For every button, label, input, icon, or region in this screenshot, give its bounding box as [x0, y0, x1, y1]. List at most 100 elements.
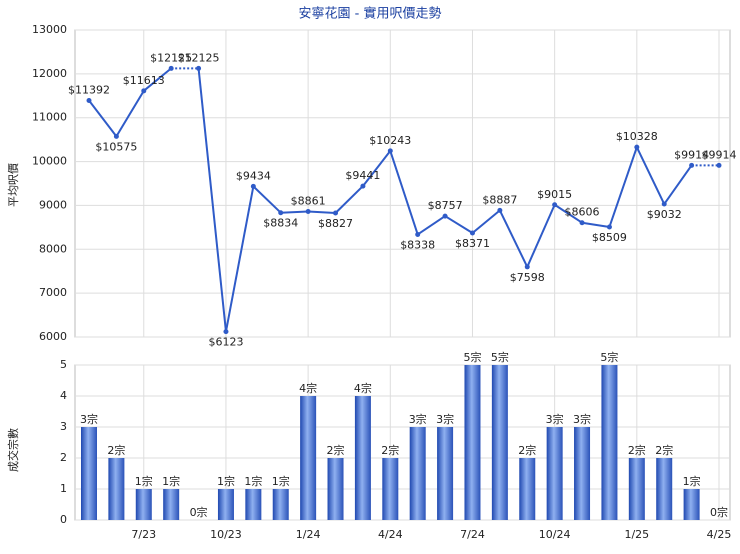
data-label: 1宗 — [162, 474, 180, 488]
x-tick-label: 10/24 — [539, 528, 571, 541]
data-label: $10575 — [95, 140, 137, 153]
y-tick-label: 6000 — [39, 330, 67, 343]
data-label: 4宗 — [354, 381, 372, 395]
x-tick-label: 10/23 — [210, 528, 242, 541]
line-segment — [197, 68, 227, 332]
x-tick-label: 1/25 — [624, 528, 649, 541]
data-label: 3宗 — [409, 412, 427, 426]
data-label: $9914 — [674, 148, 709, 161]
bar — [437, 427, 454, 520]
data-label: 1宗 — [217, 474, 235, 488]
bar — [382, 458, 399, 520]
data-label: 3宗 — [436, 412, 454, 426]
bar — [81, 427, 97, 520]
point — [333, 210, 339, 216]
point — [579, 220, 585, 226]
data-label: 2宗 — [655, 443, 673, 457]
data-label: 4宗 — [299, 381, 317, 395]
data-label: $8371 — [455, 237, 490, 250]
point — [634, 144, 640, 150]
line-segment — [334, 185, 364, 214]
data-label: $8861 — [291, 195, 326, 208]
point — [661, 201, 667, 207]
point — [469, 230, 475, 236]
data-label: $8887 — [482, 193, 517, 206]
bar — [135, 489, 152, 520]
data-label: $6123 — [208, 336, 243, 349]
line-segment — [252, 185, 282, 214]
data-label: 1宗 — [244, 474, 262, 488]
data-label: 1宗 — [135, 474, 153, 488]
data-label: 2宗 — [628, 443, 646, 457]
data-label: 2宗 — [381, 443, 399, 457]
data-label: 0宗 — [710, 505, 728, 519]
data-label: $9015 — [537, 188, 572, 201]
bar — [272, 489, 289, 520]
line-segment — [608, 146, 638, 228]
line-segment — [362, 150, 392, 187]
data-label: 1宗 — [683, 474, 701, 488]
bar — [491, 365, 508, 520]
data-label: $11613 — [123, 74, 165, 87]
point — [86, 98, 92, 104]
line-segment — [389, 150, 419, 235]
point — [387, 148, 393, 154]
bar — [300, 396, 317, 520]
line-segment — [115, 90, 145, 137]
y-tick-label: 13000 — [32, 23, 67, 36]
point — [552, 202, 558, 208]
data-label: $12125 — [178, 51, 220, 64]
y-tick-label: 9000 — [39, 198, 67, 211]
line-segment — [471, 209, 501, 234]
line-segment — [526, 204, 556, 268]
point — [168, 65, 174, 71]
data-label: 5宗 — [491, 350, 509, 364]
data-label: $10243 — [369, 134, 411, 147]
line-segment — [417, 215, 446, 236]
data-label: $8606 — [565, 206, 600, 219]
bar — [163, 489, 180, 520]
line-segment — [581, 221, 610, 228]
bar — [464, 365, 481, 520]
line-segment — [498, 209, 529, 268]
bar — [327, 458, 344, 520]
point — [141, 88, 147, 94]
data-label: $9441 — [345, 169, 380, 182]
data-label: 1宗 — [272, 474, 290, 488]
bar — [108, 458, 125, 520]
point — [250, 183, 256, 189]
data-label: 2宗 — [518, 443, 536, 457]
point — [360, 183, 366, 189]
y-tick-label: 1 — [60, 482, 67, 495]
data-label: $9434 — [236, 169, 271, 182]
data-label: $8757 — [428, 199, 463, 212]
y-tick-label: 5 — [60, 358, 67, 371]
point — [113, 133, 119, 139]
bar — [628, 458, 645, 520]
y-tick-label: 3 — [60, 420, 67, 433]
x-tick-label: 4/25 — [707, 528, 732, 541]
point — [442, 213, 448, 219]
line-segment — [224, 186, 255, 332]
data-label: $12125 — [150, 51, 192, 64]
line-segment — [308, 210, 336, 215]
plot-area — [74, 29, 731, 338]
x-tick-label: 1/24 — [296, 528, 321, 541]
y-tick-label: 10000 — [32, 155, 67, 168]
line-segment — [280, 210, 309, 214]
line-segment — [143, 67, 172, 92]
point — [689, 162, 695, 168]
y-tick-label: 11000 — [32, 111, 67, 124]
data-label: 3宗 — [546, 412, 564, 426]
point — [223, 329, 229, 335]
x-tick-label: 7/24 — [460, 528, 485, 541]
bar — [574, 427, 591, 520]
data-label: $10328 — [616, 130, 658, 143]
chart-title: 安寧花園 - 實用呎價走勢 — [299, 6, 442, 22]
data-label: $9914 — [702, 148, 737, 161]
point — [415, 231, 421, 237]
bar — [546, 427, 563, 520]
data-label: $7598 — [510, 271, 545, 284]
